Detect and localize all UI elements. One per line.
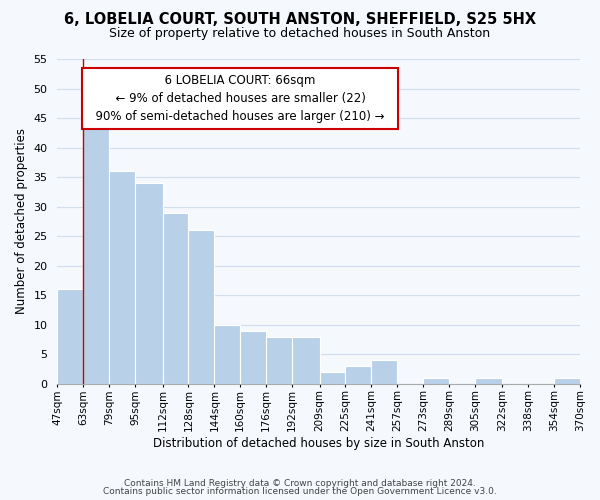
Bar (423, 378, 449, 384)
Bar (188, 230, 214, 384)
Bar (214, 324, 240, 384)
Text: Size of property relative to detached houses in South Anston: Size of property relative to detached ho… (109, 28, 491, 40)
Bar (554, 378, 580, 384)
Bar (475, 378, 502, 384)
Text: Contains HM Land Registry data © Crown copyright and database right 2024.: Contains HM Land Registry data © Crown c… (124, 478, 476, 488)
Text: 6 LOBELIA COURT: 66sqm  
  ← 9% of detached houses are smaller (22)  
  90% of s: 6 LOBELIA COURT: 66sqm ← 9% of detached … (88, 74, 392, 123)
Bar (83, 118, 109, 384)
Bar (292, 336, 320, 384)
Bar (109, 171, 135, 384)
X-axis label: Distribution of detached houses by size in South Anston: Distribution of detached houses by size … (153, 437, 484, 450)
Bar (163, 212, 188, 384)
Bar (58, 290, 83, 384)
Text: 6, LOBELIA COURT, SOUTH ANSTON, SHEFFIELD, S25 5HX: 6, LOBELIA COURT, SOUTH ANSTON, SHEFFIEL… (64, 12, 536, 28)
Bar (346, 366, 371, 384)
Bar (371, 360, 397, 384)
Bar (320, 372, 346, 384)
Bar (240, 330, 266, 384)
Bar (266, 336, 292, 384)
Bar (135, 183, 163, 384)
Y-axis label: Number of detached properties: Number of detached properties (15, 128, 28, 314)
Text: Contains public sector information licensed under the Open Government Licence v3: Contains public sector information licen… (103, 487, 497, 496)
